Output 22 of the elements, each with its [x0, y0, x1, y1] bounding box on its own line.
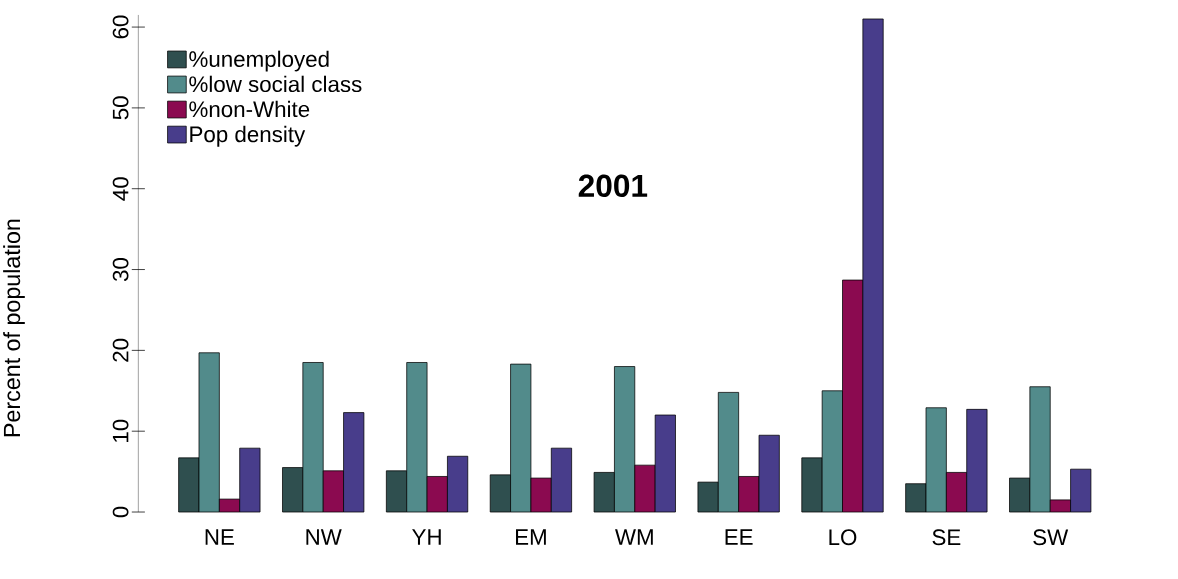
y-axis-title: Percent of population: [3, 219, 25, 437]
text: 2001: [578, 174, 648, 197]
y-tick-label: 30: [112, 257, 129, 281]
y-tick-label: 40: [112, 177, 129, 201]
x-tick-label: LO: [829, 529, 857, 545]
y-tick-label: 60: [112, 15, 129, 39]
x-tick-label: EE: [725, 529, 753, 545]
y-tick-label: 0: [112, 506, 129, 518]
x-tick-label: SW: [1033, 529, 1069, 545]
x-tick-label: EM: [516, 529, 546, 545]
x-tick-label: NW: [306, 529, 342, 545]
x-tick-label: YH: [412, 529, 441, 545]
legend-label: %low social class: [189, 75, 362, 92]
y-tick-label: 20: [112, 338, 129, 362]
x-tick-label: WM: [615, 529, 653, 545]
x-tick-label: SE: [932, 529, 961, 545]
x-tick-label: NE: [205, 529, 234, 545]
legend-label: Pop density: [190, 125, 306, 147]
y-tick-label: 10: [112, 419, 129, 442]
legend-label: %unemployed: [189, 50, 329, 72]
y-tick-label: 50: [112, 96, 129, 120]
legend-label: %non-White: [189, 100, 310, 118]
